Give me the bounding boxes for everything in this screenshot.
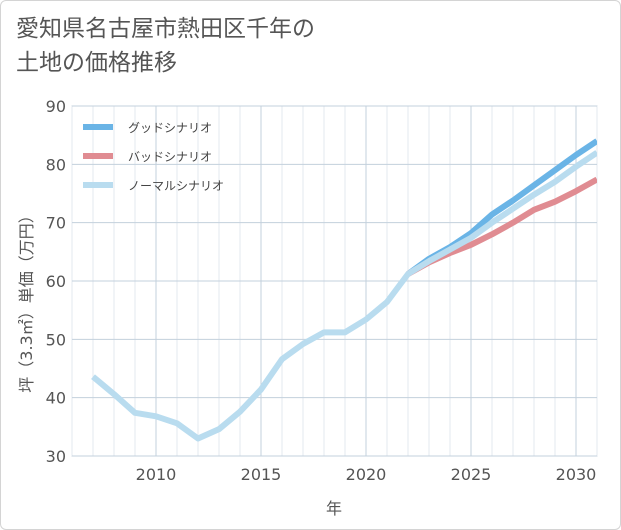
y-tick-label: 80 — [46, 155, 66, 174]
y-tick-label: 50 — [46, 330, 66, 349]
legend-label: グッドシナリオ — [128, 121, 212, 135]
x-tick-labels: 2010 2015 2020 2025 2030 — [136, 465, 597, 484]
x-tick-label: 2025 — [451, 465, 492, 484]
chart-title-line-1: 愛知県名古屋市熱田区千年の — [16, 16, 315, 42]
x-tick-label: 2020 — [346, 465, 387, 484]
x-axis-label: 年 — [326, 499, 342, 518]
legend-label: バッドシナリオ — [128, 150, 212, 164]
chart-title-line-2: 土地の価格推移 — [16, 50, 177, 76]
y-tick-label: 70 — [46, 214, 66, 233]
series-line-normal — [91, 150, 597, 442]
x-tick-label: 2015 — [241, 465, 282, 484]
y-tick-label: 90 — [46, 97, 66, 116]
y-tick-label: 40 — [46, 389, 66, 408]
y-tick-label: 30 — [46, 447, 66, 466]
series-lines — [91, 138, 597, 442]
y-tick-labels: 30 40 50 60 70 80 90 — [46, 97, 66, 466]
x-tick-label: 2030 — [556, 465, 597, 484]
y-axis-label: 坪（3.3㎡）単価（万円） — [17, 207, 36, 392]
legend-label: ノーマルシナリオ — [128, 179, 224, 193]
chart-title: 愛知県名古屋市熱田区千年の 土地の価格推移 — [16, 12, 456, 80]
x-tick-label: 2010 — [136, 465, 177, 484]
y-tick-label: 60 — [46, 272, 66, 291]
